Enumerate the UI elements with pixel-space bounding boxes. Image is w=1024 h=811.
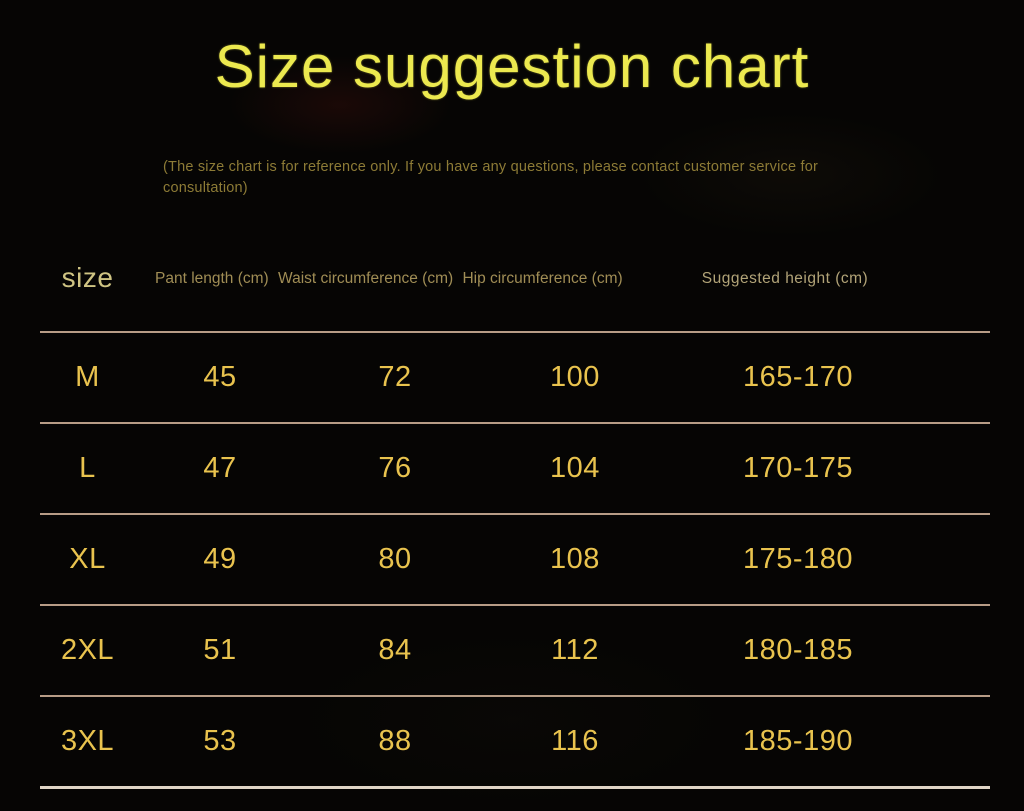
size-cell: 3XL <box>60 725 115 757</box>
table-row-m: M 45 72 100 165-170 <box>40 331 990 422</box>
column-header-hip-circumference: Hip circumference (cm) <box>462 270 623 287</box>
suggested-height-cell: 185-190 <box>743 725 853 757</box>
pant-length-cell: 45 <box>203 361 237 393</box>
pant-length-cell: 49 <box>203 543 237 575</box>
size-cell: 2XL <box>60 634 115 666</box>
column-header-suggested-height: Suggested height (cm) <box>701 270 869 287</box>
suggested-height-cell: 180-185 <box>743 634 853 666</box>
column-header-pant-length: Pant length (cm) <box>155 270 269 287</box>
hip-circumference-cell: 112 <box>551 634 599 666</box>
waist-circumference-cell: 84 <box>378 634 412 666</box>
pant-length-cell: 53 <box>203 725 237 757</box>
hip-circumference-cell: 100 <box>550 361 600 393</box>
size-cell: L <box>79 452 96 484</box>
table-row-3xl: 3XL 53 88 116 185-190 <box>40 695 990 786</box>
suggested-height-cell: 170-175 <box>743 452 853 484</box>
table-row-2xl: 2XL 51 84 112 180-185 <box>40 604 990 695</box>
size-table: size Pant length (cm) Waist circumferenc… <box>40 250 990 789</box>
measurement-column-headers: Pant length (cm) Waist circumference (cm… <box>135 250 623 288</box>
pant-length-cell: 51 <box>203 634 237 666</box>
reference-note: (The size chart is for reference only. I… <box>163 159 819 196</box>
column-header-waist-circumference: Waist circumference (cm) <box>278 270 454 287</box>
table-header-row: size Pant length (cm) Waist circumferenc… <box>40 250 990 331</box>
page-title: Size suggestion chart <box>214 33 810 100</box>
pant-length-cell: 47 <box>203 452 237 484</box>
table-row-xl: XL 49 80 108 175-180 <box>40 513 990 604</box>
hip-circumference-cell: 116 <box>551 725 599 757</box>
hip-circumference-cell: 108 <box>550 543 600 575</box>
waist-circumference-cell: 76 <box>378 452 412 484</box>
waist-circumference-cell: 72 <box>378 361 412 393</box>
suggested-height-cell: 165-170 <box>743 361 853 393</box>
table-row-l: L 47 76 104 170-175 <box>40 422 990 513</box>
suggested-height-cell: 175-180 <box>743 543 853 575</box>
size-cell: M <box>75 361 100 393</box>
waist-circumference-cell: 80 <box>378 543 412 575</box>
column-header-size: size <box>61 262 114 293</box>
waist-circumference-cell: 88 <box>378 725 412 757</box>
size-cell: XL <box>69 543 106 575</box>
hip-circumference-cell: 104 <box>550 452 600 484</box>
